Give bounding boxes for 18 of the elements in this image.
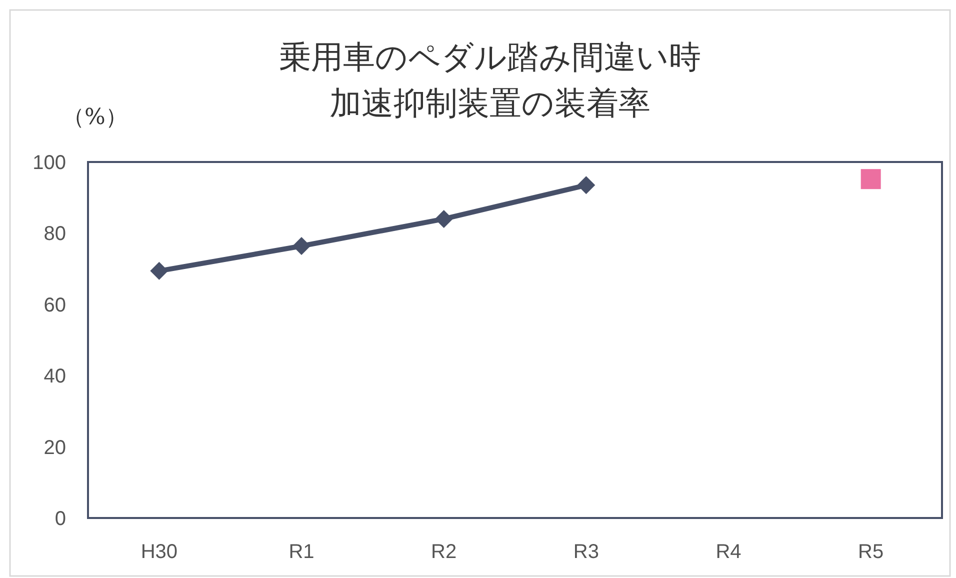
title: 乗用車のペダル踏み間違い時加速抑制装置の装着率 xyxy=(279,38,701,122)
point xyxy=(150,262,168,280)
x-tick-label: R5 xyxy=(858,541,884,563)
y-tick-label: 40 xyxy=(44,366,66,388)
x-tick-label: R4 xyxy=(716,541,742,563)
x-tick-label: H30 xyxy=(140,541,178,563)
x-tick-label: R2 xyxy=(431,541,457,563)
point xyxy=(577,176,596,194)
ylabel: （%） xyxy=(62,105,128,130)
y-tick-label: 60 xyxy=(44,294,66,316)
x-tick-label: R3 xyxy=(573,541,599,563)
point xyxy=(292,237,310,256)
y-tick-label: 20 xyxy=(44,436,66,459)
x-tick-label: R1 xyxy=(288,541,314,563)
y-tick-label: 80 xyxy=(44,223,66,246)
y-tick-label: 0 xyxy=(54,508,66,530)
y-tick-label: 100 xyxy=(32,152,66,174)
point xyxy=(434,210,453,228)
